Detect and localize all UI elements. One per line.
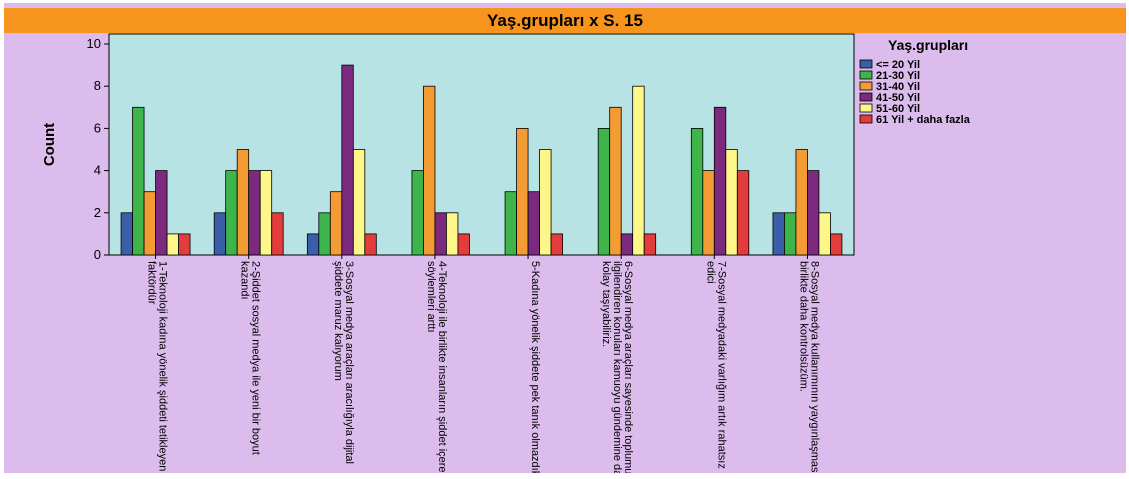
bar <box>155 170 168 256</box>
bar <box>725 149 738 256</box>
bar <box>784 212 797 256</box>
y-tick-label: 0 <box>94 247 101 262</box>
bar <box>516 128 529 256</box>
bar <box>411 170 424 256</box>
legend-swatch <box>859 114 873 124</box>
bar <box>713 106 727 256</box>
bar <box>807 170 820 256</box>
x-category-label: 8-Sosyal medya kullanımının yaygınlaşmas… <box>808 261 820 473</box>
bar <box>539 149 552 256</box>
legend-swatch <box>859 81 873 91</box>
x-category-label: kolay taşıyabiliriz. <box>600 261 612 347</box>
bar <box>597 128 611 256</box>
x-category-label: söylemleri arttı <box>425 261 437 333</box>
y-tick-label: 4 <box>94 163 101 178</box>
bar <box>364 233 377 256</box>
y-tick-label: 10 <box>87 36 101 51</box>
legend-swatch <box>859 92 873 102</box>
legend-title: Yaş.grupları <box>888 37 968 53</box>
bar <box>143 191 156 256</box>
bar <box>248 170 261 256</box>
legend-label: 51-60 Yil <box>876 103 920 115</box>
x-category-label: 4-Teknoloji ile birlikte insanların şidd… <box>436 261 448 473</box>
y-tick-label: 2 <box>94 205 101 220</box>
bar <box>643 233 657 256</box>
bar <box>632 85 645 256</box>
legend-label: 41-50 Yil <box>876 92 920 104</box>
bar <box>271 212 284 256</box>
x-category-label: 5-Kadına yönelik şiddete pek tanık olmaz… <box>529 261 541 473</box>
x-category-label: 1-Teknoloji kadına yönelik şiddeti tetik… <box>157 261 169 471</box>
bar <box>620 233 634 256</box>
bar <box>318 212 331 256</box>
bar <box>120 212 133 256</box>
x-category-label: kazandı <box>239 261 251 300</box>
legend-swatch <box>859 59 873 69</box>
chart-frame: Yaş.grupları x S. 15 0 2 4 6 8 10 Count 1-Tekno… <box>4 3 1126 473</box>
bar <box>352 149 366 256</box>
legend-label: <= 20 Yil <box>876 59 920 71</box>
bar <box>795 149 808 256</box>
chart-svg: 0 2 4 6 8 10 Count 1-Teknoloji kadına yönelik ş… <box>41 33 971 473</box>
bar <box>213 212 227 256</box>
chart-title: Yaş.grupları x S. 15 <box>487 10 643 30</box>
x-category-label: 2-Şiddet sosyal medya ile yeni bir boyut <box>250 261 262 455</box>
bar <box>423 85 436 256</box>
bar <box>225 170 238 256</box>
bar <box>446 212 459 256</box>
y-axis-label: Count <box>41 123 58 166</box>
x-category-label: 3-Sosyal medya araçları aracılığıyla dij… <box>343 261 355 464</box>
legend-swatch <box>859 70 873 80</box>
bar <box>306 233 320 256</box>
bar <box>434 212 447 256</box>
bar <box>132 106 145 256</box>
bar <box>341 64 354 256</box>
bar <box>702 170 715 256</box>
x-category-label: ilgilendiren konuları kamuoyu gündemine … <box>611 261 623 473</box>
x-category-label: 7-Sosyal medyadaki varlığım artık rahats… <box>715 261 727 469</box>
bar <box>527 191 540 256</box>
chart-title-bar: Yaş.grupları x S. 15 <box>4 8 1126 33</box>
bar <box>457 233 470 256</box>
x-category-label: 6-Sosyal medya araçları sayesinde toplum… <box>622 261 634 473</box>
bar <box>736 170 750 256</box>
y-tick-label: 6 <box>94 120 101 135</box>
bar <box>818 212 831 256</box>
bar <box>609 106 622 256</box>
bar <box>772 212 785 256</box>
x-category-label: şiddete maruz kalıyorum <box>332 261 344 381</box>
bar <box>504 191 517 256</box>
bar <box>236 149 250 256</box>
legend-label: 31-40 Yil <box>876 81 920 93</box>
legend-label: 61 Yil + daha fazla <box>876 114 971 126</box>
bar <box>259 170 273 256</box>
legend-swatch <box>859 103 873 113</box>
x-category-label: edici <box>704 261 716 284</box>
bar <box>830 233 843 256</box>
bar <box>166 233 179 256</box>
legend-label: 21-30 Yil <box>876 70 920 82</box>
x-category-label: faktördür <box>146 261 158 305</box>
bar <box>550 233 563 256</box>
bar <box>329 191 343 256</box>
plot-layer: 0 2 4 6 8 10 Count 1-Teknoloji kadına yönelik ş… <box>41 33 855 473</box>
bar <box>178 233 191 256</box>
y-tick-label: 8 <box>94 78 101 93</box>
x-category-label: birlikte daha kontrolsüzüm. <box>797 261 809 392</box>
bar <box>690 128 704 256</box>
